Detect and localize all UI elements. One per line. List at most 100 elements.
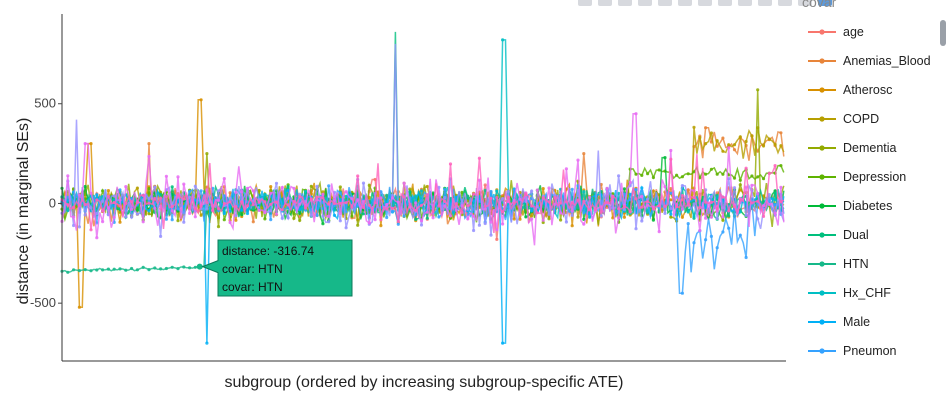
data-point — [66, 270, 70, 274]
data-point — [669, 198, 673, 202]
data-point — [756, 175, 760, 179]
data-point — [704, 142, 708, 146]
data-point — [646, 200, 650, 204]
data-point — [732, 148, 737, 152]
data-point — [547, 212, 551, 216]
data-point — [222, 211, 226, 216]
data-point — [130, 207, 134, 211]
data-point — [617, 216, 621, 220]
data-point — [443, 196, 447, 200]
data-point — [477, 223, 481, 227]
data-point — [686, 202, 690, 206]
legend-swatch-dot — [819, 174, 825, 180]
legend-item-age[interactable]: age — [808, 25, 864, 39]
data-point — [756, 192, 760, 196]
plotly-logo-icon[interactable] — [818, 0, 832, 6]
legend-label: COPD — [843, 112, 879, 126]
legend-title: covar — [802, 0, 837, 10]
zoom-out-icon[interactable] — [698, 0, 712, 6]
legend-swatch-dot — [819, 232, 825, 238]
data-point — [501, 197, 505, 201]
data-point — [309, 213, 313, 217]
box-select-icon[interactable] — [638, 0, 652, 6]
data-point — [680, 207, 685, 211]
home-icon[interactable] — [738, 0, 752, 6]
spike-icon[interactable] — [758, 0, 772, 6]
legend-item-anemias-blood[interactable]: Anemias_Blood — [808, 54, 931, 68]
data-point — [182, 220, 186, 224]
legend-item-dementia[interactable]: Dementia — [808, 141, 897, 155]
legend-item-depression[interactable]: Depression — [808, 170, 906, 184]
data-point — [715, 216, 719, 221]
data-point — [761, 144, 766, 148]
data-point — [309, 197, 313, 201]
data-point — [634, 197, 638, 201]
lasso-icon[interactable] — [658, 0, 672, 6]
data-point — [669, 187, 673, 191]
data-point — [704, 200, 708, 204]
data-point — [680, 184, 685, 188]
data-point — [582, 222, 586, 226]
legend-scrollbar[interactable] — [940, 20, 946, 46]
data-point — [779, 144, 783, 148]
data-point — [245, 186, 250, 190]
data-point — [715, 172, 719, 176]
data-point — [709, 131, 714, 135]
data-point — [332, 213, 337, 217]
data-point — [124, 215, 128, 219]
data-point — [419, 219, 424, 223]
data-point — [106, 189, 110, 193]
legend-item-htn[interactable]: HTN — [808, 257, 869, 271]
data-point — [257, 189, 261, 193]
data-point — [686, 210, 690, 214]
data-point — [698, 176, 702, 180]
legend-item-diabetes[interactable]: Diabetes — [808, 199, 892, 213]
data-point — [408, 187, 412, 191]
legend-item-dual[interactable]: Dual — [808, 228, 869, 242]
data-point — [286, 216, 290, 220]
data-point — [234, 214, 238, 218]
data-point — [582, 190, 586, 194]
data-point — [663, 156, 667, 160]
hover-closest-icon[interactable] — [778, 0, 792, 6]
data-point — [338, 197, 342, 201]
zoom-in-icon[interactable] — [678, 0, 692, 6]
data-point — [640, 173, 644, 177]
data-point — [634, 172, 638, 176]
data-point — [588, 215, 592, 219]
data-point — [663, 211, 667, 215]
legend-item-male[interactable]: Male — [808, 315, 870, 329]
data-point — [321, 196, 325, 200]
data-point — [744, 185, 748, 189]
data-point — [263, 200, 267, 204]
data-point — [251, 207, 255, 211]
data-point — [205, 341, 209, 345]
data-point — [390, 196, 395, 200]
data-point — [373, 177, 377, 182]
legend-item-atherosc[interactable]: Atherosc — [808, 83, 892, 97]
data-point — [228, 196, 232, 200]
data-point — [95, 193, 99, 197]
data-point — [396, 200, 400, 204]
legend-item-pneumon[interactable]: Pneumon — [808, 344, 897, 358]
data-point — [675, 217, 679, 221]
data-point — [721, 136, 725, 140]
data-point — [147, 212, 151, 216]
legend-item-hx-chf[interactable]: Hx_CHF — [808, 286, 891, 300]
data-point — [135, 208, 139, 212]
zoom-icon[interactable] — [598, 0, 612, 6]
data-point — [721, 215, 725, 219]
data-point — [327, 184, 331, 188]
y-tick-label: -500 — [30, 295, 56, 310]
data-point — [101, 268, 105, 272]
pan-icon[interactable] — [618, 0, 632, 6]
data-point — [321, 214, 325, 218]
camera-icon[interactable] — [578, 0, 592, 6]
autoscale-icon[interactable] — [718, 0, 732, 6]
data-point — [779, 185, 783, 189]
data-point — [292, 199, 296, 203]
data-point — [680, 215, 685, 219]
legend-item-copd[interactable]: COPD — [808, 112, 879, 126]
hover-compare-icon[interactable] — [798, 0, 812, 6]
data-point — [408, 190, 412, 194]
